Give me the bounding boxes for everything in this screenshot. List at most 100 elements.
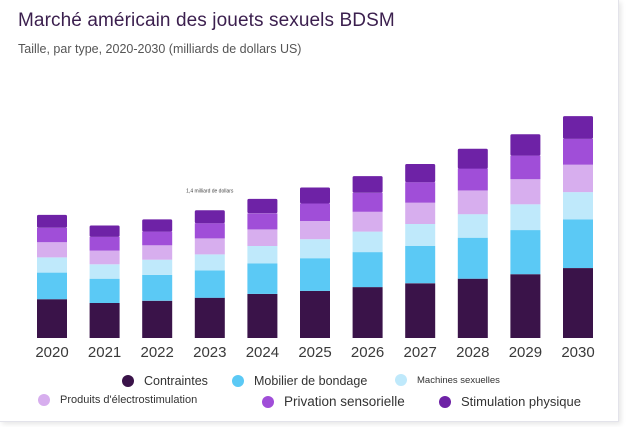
bar-segment-2021-2[interactable] — [89, 278, 120, 303]
bar-segment-2027-3[interactable] — [405, 224, 436, 246]
bar-segment-2023-2[interactable] — [194, 270, 225, 298]
bar-segment-2023-4[interactable] — [194, 238, 225, 255]
legend-item-contraintes[interactable]: Contraintes — [122, 374, 208, 388]
bar-segment-2022-6[interactable] — [142, 219, 173, 232]
x-tick-label: 2024 — [246, 344, 279, 361]
bar-segment-2026-4[interactable] — [352, 211, 383, 232]
chart-subtitle: Taille, par type, 2020-2030 (milliards d… — [18, 42, 302, 56]
bar-segment-2022-3[interactable] — [142, 259, 173, 275]
legend-label: Mobilier de bondage — [254, 374, 368, 388]
x-tick-label: 2026 — [351, 344, 384, 361]
bar-segment-2026-3[interactable] — [352, 231, 383, 253]
bar-segment-2020-2[interactable] — [37, 272, 67, 300]
bar-segment-2024-1[interactable] — [247, 293, 278, 338]
bar-segment-2021-5[interactable] — [89, 236, 120, 251]
bar-segment-2021-6[interactable] — [89, 225, 120, 237]
bar-segment-2025-4[interactable] — [300, 221, 330, 240]
bar-segment-2023-5[interactable] — [194, 223, 225, 239]
x-tick-label: 2025 — [298, 344, 331, 361]
x-tick-label: 2022 — [141, 344, 174, 361]
legend-swatch-icon — [232, 375, 244, 387]
bar-segment-2021-1[interactable] — [89, 303, 120, 338]
bar-segment-2030-1[interactable] — [563, 268, 593, 338]
bar-segment-2030-5[interactable] — [563, 138, 593, 165]
bar-segment-2025-5[interactable] — [300, 203, 330, 222]
bar-segment-2022-5[interactable] — [142, 231, 173, 246]
legend-item-stimulation-physique[interactable]: Stimulation physique — [439, 394, 581, 409]
legend-label: Privation sensorielle — [284, 394, 405, 409]
bar-segment-2029-6[interactable] — [510, 134, 541, 156]
bar-segment-2023-1[interactable] — [194, 297, 225, 338]
bar-segment-2021-3[interactable] — [89, 264, 120, 279]
bar-segment-2026-5[interactable] — [352, 192, 383, 212]
bar-segment-2029-2[interactable] — [510, 230, 541, 275]
bar-segment-2025-3[interactable] — [300, 239, 330, 259]
bar-segment-2026-1[interactable] — [352, 287, 383, 338]
bar-chart: 2020 2021 2022 2023 1,4 milliard de dollars 2… — [35, 116, 595, 361]
bar-segment-2024-5[interactable] — [247, 213, 278, 230]
legend-swatch-icon — [395, 374, 407, 386]
bar-segment-2025-6[interactable] — [300, 187, 330, 204]
legend-item-machines-sexuelles[interactable]: Machines sexuelles — [395, 374, 500, 386]
legend-label: Contraintes — [144, 374, 208, 388]
bar-segment-2030-4[interactable] — [563, 164, 593, 193]
bar-segment-2027-2[interactable] — [405, 246, 436, 284]
bar-segment-2029-4[interactable] — [510, 179, 541, 205]
bar-segment-2028-6[interactable] — [457, 148, 488, 169]
x-tick-label: 2023 — [193, 344, 226, 361]
bar-segment-2030-2[interactable] — [563, 219, 593, 268]
bar-segment-2022-1[interactable] — [142, 300, 173, 338]
legend-swatch-icon — [122, 375, 134, 387]
bar-segment-2028-1[interactable] — [457, 278, 488, 338]
x-tick-label: 2030 — [561, 344, 594, 361]
bar-segment-2024-6[interactable] — [247, 198, 278, 214]
bar-segment-2029-1[interactable] — [510, 274, 541, 338]
bar-segment-2025-2[interactable] — [300, 258, 330, 291]
legend-swatch-icon — [262, 395, 274, 408]
bar-segment-2024-4[interactable] — [247, 229, 278, 246]
legend-item-privation-sensorielle[interactable]: Privation sensorielle — [262, 394, 405, 409]
bar-segment-2022-4[interactable] — [142, 245, 173, 260]
bar-segment-2028-4[interactable] — [457, 190, 488, 215]
bar-segment-2028-3[interactable] — [457, 214, 488, 238]
x-tick-label: 2027 — [404, 344, 437, 361]
bar-segment-2030-6[interactable] — [563, 116, 593, 139]
bar-segment-2024-3[interactable] — [247, 246, 278, 264]
bar-annotation: 1,4 milliard de dollars — [186, 188, 234, 194]
bar-segment-2027-5[interactable] — [405, 182, 436, 203]
bar-segment-2027-6[interactable] — [405, 164, 436, 183]
chart-title: Marché américain des jouets sexuels BDSM — [18, 10, 395, 31]
bar-segment-2024-2[interactable] — [247, 263, 278, 294]
bar-segment-2025-1[interactable] — [300, 290, 330, 338]
bar-segment-2023-3[interactable] — [194, 254, 225, 271]
legend-swatch-icon — [439, 395, 451, 408]
legend-label: Machines sexuelles — [417, 374, 500, 386]
x-tick-label: 2029 — [509, 344, 542, 361]
legend-item-produits-electrostimulation[interactable]: Produits d'électrostimulation — [38, 394, 197, 406]
chart-card: Marché américain des jouets sexuels BDSM… — [0, 0, 619, 422]
bar-segment-2020-6[interactable] — [37, 214, 67, 228]
bar-segment-2020-1[interactable] — [37, 299, 67, 338]
legend-label: Produits d'électrostimulation — [60, 394, 198, 406]
bar-segment-2029-3[interactable] — [510, 204, 541, 230]
bar-segment-2021-4[interactable] — [89, 250, 120, 265]
bar-segment-2022-2[interactable] — [142, 274, 173, 301]
x-tick-label: 2028 — [456, 344, 489, 361]
x-tick-label: 2020 — [35, 344, 68, 361]
legend-item-mobilier-de-bondage[interactable]: Mobilier de bondage — [232, 374, 367, 388]
bar-segment-2028-2[interactable] — [457, 237, 488, 279]
legend-swatch-icon — [38, 394, 50, 406]
bar-segment-2026-2[interactable] — [352, 252, 383, 288]
legend-label: Stimulation physique — [461, 394, 581, 409]
bar-segment-2020-3[interactable] — [37, 257, 67, 273]
bar-segment-2030-3[interactable] — [563, 192, 593, 220]
bar-segment-2029-5[interactable] — [510, 155, 541, 180]
bar-segment-2023-6[interactable] — [194, 210, 225, 224]
bar-segment-2020-4[interactable] — [37, 242, 67, 258]
bar-segment-2027-1[interactable] — [405, 283, 436, 338]
bar-segment-2027-4[interactable] — [405, 202, 436, 224]
x-tick-label: 2021 — [88, 344, 121, 361]
bar-segment-2020-5[interactable] — [37, 227, 67, 243]
bar-segment-2026-6[interactable] — [352, 176, 383, 193]
bar-segment-2028-5[interactable] — [457, 168, 488, 191]
